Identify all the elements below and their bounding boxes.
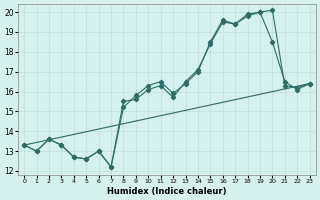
X-axis label: Humidex (Indice chaleur): Humidex (Indice chaleur) [107,187,227,196]
